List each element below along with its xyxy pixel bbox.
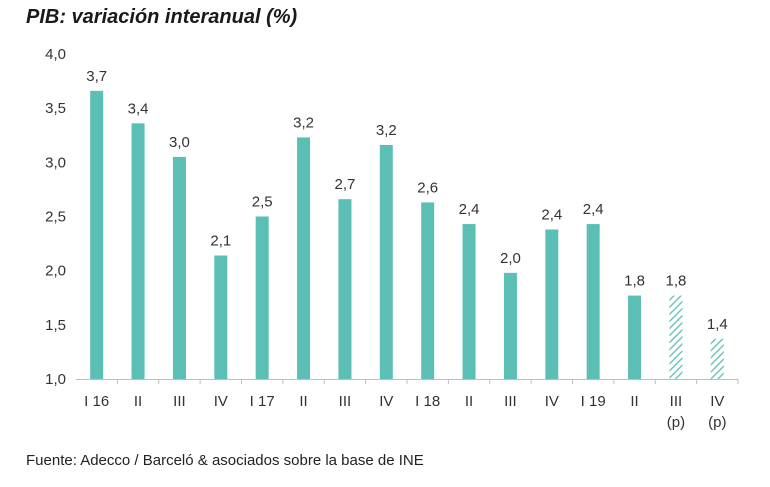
y-tick-label: 1,0 <box>45 371 66 388</box>
y-axis: 1,0 1,5 2,0 2,5 3,0 3,5 4,0 <box>45 46 66 388</box>
x-tick-label: I 16 <box>84 393 109 410</box>
bar <box>255 216 269 379</box>
y-tick-label: 3,5 <box>45 100 66 117</box>
bar <box>379 145 393 379</box>
chart-source: Fuente: Adecco / Barceló & asociados sob… <box>26 452 424 469</box>
x-tick-label: I 18 <box>415 393 440 410</box>
data-label: 3,2 <box>376 122 397 139</box>
bar <box>545 229 559 379</box>
bar <box>462 224 476 379</box>
data-label: 1,8 <box>666 273 687 290</box>
x-tick-sublabel: (p) <box>667 414 685 431</box>
x-tick-label: I 17 <box>250 393 275 410</box>
data-label: 2,4 <box>541 207 562 224</box>
data-label: 2,4 <box>583 201 604 218</box>
bar <box>214 255 228 379</box>
bar <box>131 123 145 379</box>
y-tick-label: 3,0 <box>45 154 66 171</box>
x-tick-label: II <box>134 393 142 410</box>
x-tick-label: IV <box>379 393 393 410</box>
bar <box>503 272 517 379</box>
data-label: 3,4 <box>128 100 149 117</box>
x-tick-label: IV <box>710 393 724 410</box>
x-tick-label: III <box>504 393 517 410</box>
x-tick-label: II <box>299 393 307 410</box>
x-tick-label: III <box>339 393 352 410</box>
y-tick-label: 4,0 <box>45 46 66 63</box>
x-tick-label: IV <box>545 393 559 410</box>
bar <box>586 224 600 379</box>
bar-series <box>90 90 724 379</box>
bar <box>338 199 352 379</box>
bar <box>90 90 104 379</box>
x-tick-label: III <box>173 393 186 410</box>
y-tick-label: 2,5 <box>45 209 66 226</box>
data-label: 2,4 <box>459 201 480 218</box>
data-label: 3,0 <box>169 134 190 151</box>
data-label: 2,7 <box>335 176 356 193</box>
data-label: 2,1 <box>210 233 231 250</box>
projected-bar <box>710 338 724 379</box>
bar <box>421 202 435 379</box>
data-label: 2,6 <box>417 179 438 196</box>
y-tick-label: 1,5 <box>45 317 66 334</box>
bar <box>172 156 186 379</box>
y-tick-label: 2,0 <box>45 263 66 280</box>
data-label: 2,0 <box>500 250 521 267</box>
x-axis: I 16 II III IV I 17 II III IV I 18 II III IV I 19 II I… <box>76 379 739 431</box>
x-tick-label: I 19 <box>581 393 606 410</box>
bar <box>297 137 311 379</box>
x-tick-label: II <box>630 393 638 410</box>
projected-bar <box>669 295 683 379</box>
x-tick-label: III <box>670 393 683 410</box>
x-tick-label: II <box>465 393 473 410</box>
data-label: 1,8 <box>624 273 645 290</box>
chart-title: PIB: variación interanual (%) <box>26 6 298 28</box>
data-label: 3,2 <box>293 114 314 131</box>
data-label: 3,7 <box>86 68 107 85</box>
x-tick-label: IV <box>214 393 228 410</box>
data-label: 1,4 <box>707 316 728 333</box>
bar <box>628 295 642 379</box>
x-tick-sublabel: (p) <box>708 414 726 431</box>
data-label: 2,5 <box>252 194 273 211</box>
data-labels: 3,7 3,4 3,0 2,1 2,5 3,2 2,7 3,2 2,6 2,4 2,0 2,4 2,4 1… <box>86 68 727 333</box>
